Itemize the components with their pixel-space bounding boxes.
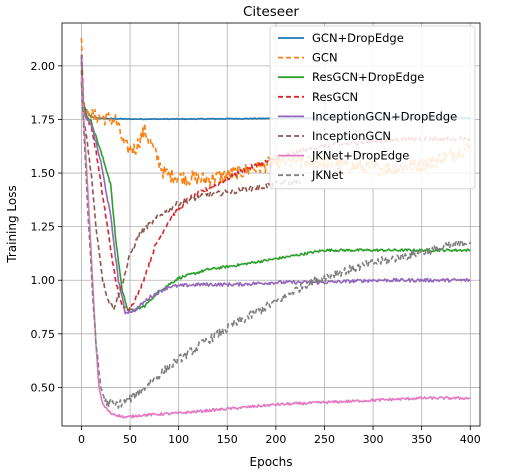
legend-entry: JKNet+DropEdge: [311, 149, 409, 163]
y-tick-label: 1.25: [31, 221, 56, 234]
x-tick-label: 250: [314, 433, 335, 446]
series-line-jknet: [80, 82, 472, 409]
x-tick-label: 0: [78, 433, 85, 446]
series-line-inceptiongcn-dropedge: [80, 55, 471, 315]
series-line-resgcn-dropedge: [80, 55, 471, 312]
legend-entry: ResGCN+DropEdge: [312, 70, 424, 84]
x-tick-label: 400: [460, 433, 481, 446]
legend-entry: GCN+DropEdge: [312, 31, 404, 45]
legend-entry: JKNet: [311, 168, 344, 182]
y-axis-label: Training Loss: [5, 185, 19, 263]
x-tick-label: 100: [168, 433, 189, 446]
axis-ticks: 0 50 100 150 200 250 300 350 400 0.50 0.75 1.00 1.25…: [31, 60, 481, 446]
y-tick-label: 0.75: [31, 328, 56, 341]
x-tick-label: 50: [123, 433, 137, 446]
legend-entry: InceptionGCN: [312, 129, 391, 143]
legend-entry: GCN: [312, 51, 338, 65]
y-tick-label: 1.50: [31, 167, 56, 180]
y-tick-label: 0.50: [31, 381, 56, 394]
legend: GCN+DropEdge GCN ResGCN+DropEdge ResGCN Ince…: [269, 25, 476, 190]
y-tick-label: 1.75: [31, 113, 56, 126]
x-tick-label: 150: [217, 433, 238, 446]
x-tick-label: 350: [411, 433, 432, 446]
x-tick-label: 300: [363, 433, 384, 446]
x-axis-label: Epochs: [250, 455, 293, 469]
series-line-inceptiongcn: [80, 70, 301, 311]
y-tick-label: 1.00: [31, 274, 56, 287]
legend-entry: InceptionGCN+DropEdge: [312, 109, 457, 123]
chart-title: Citeseer: [243, 4, 299, 20]
x-tick-label: 200: [265, 433, 286, 446]
legend-entry: ResGCN: [312, 90, 358, 104]
series-line-jknet-dropedge: [80, 76, 471, 419]
y-tick-label: 2.00: [31, 60, 56, 73]
plot-frame: [61, 22, 481, 427]
legend-box: [269, 25, 476, 190]
